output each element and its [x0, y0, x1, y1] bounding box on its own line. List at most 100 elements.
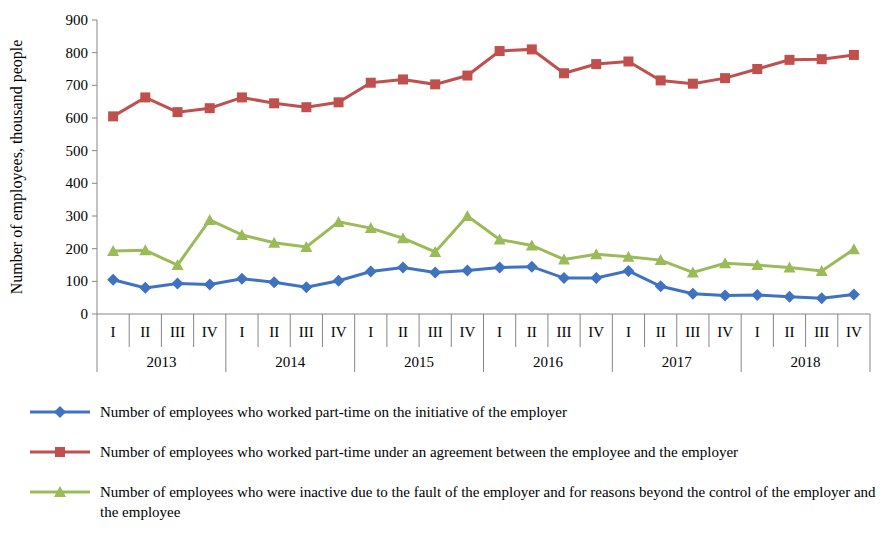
data-point — [558, 253, 570, 264]
x-tick-label: II — [140, 324, 150, 340]
data-point — [622, 251, 634, 262]
data-point — [687, 267, 699, 278]
legend-swatch — [28, 443, 92, 461]
legend-label: Number of employees who were inactive du… — [100, 482, 878, 522]
data-point — [366, 78, 376, 88]
data-point — [495, 46, 505, 56]
data-point — [429, 246, 441, 257]
x-tick-label: II — [269, 324, 279, 340]
y-tick — [92, 20, 97, 21]
data-point — [526, 261, 538, 273]
x-tick-label: IV — [331, 324, 347, 340]
category-separator — [129, 314, 130, 347]
data-point — [751, 259, 763, 270]
x-tick-label: II — [398, 324, 408, 340]
category-separator — [161, 314, 162, 347]
y-tick-label: 900 — [66, 12, 89, 28]
x-group-label: 2016 — [533, 354, 564, 370]
x-group-label: 2018 — [791, 354, 821, 370]
legend-swatch — [28, 403, 92, 421]
data-point — [237, 92, 247, 102]
y-tick — [92, 314, 97, 315]
data-point — [204, 214, 216, 225]
y-tick — [92, 216, 97, 217]
data-point — [430, 79, 440, 89]
y-tick — [92, 85, 97, 86]
legend: Number of employees who worked part-time… — [28, 402, 878, 541]
category-separator — [258, 314, 259, 347]
legend-marker — [54, 406, 66, 418]
x-tick-label: IV — [202, 324, 218, 340]
legend-entry: Number of employees who worked part-time… — [28, 442, 878, 462]
x-tick-label: II — [656, 324, 666, 340]
y-tick-label: 300 — [66, 208, 89, 224]
category-separator — [515, 314, 516, 347]
category-separator — [225, 314, 226, 372]
data-point — [849, 50, 859, 60]
data-point — [655, 280, 667, 292]
data-point — [173, 107, 183, 117]
data-point — [848, 243, 860, 254]
x-group-label: 2015 — [404, 354, 434, 370]
category-separator — [644, 314, 645, 347]
data-point — [300, 241, 312, 252]
y-tick-label: 400 — [66, 175, 89, 191]
x-tick-label: I — [111, 324, 116, 340]
x-tick-label: IV — [459, 324, 475, 340]
y-tick-label: 500 — [66, 143, 89, 159]
y-tick-label: 700 — [66, 77, 89, 93]
x-tick-label: I — [755, 324, 760, 340]
x-group-label: 2013 — [146, 354, 176, 370]
data-point — [751, 289, 763, 301]
x-tick-label: III — [557, 324, 572, 340]
category-separator — [676, 314, 677, 347]
data-point — [783, 262, 795, 273]
data-point — [268, 237, 280, 248]
category-separator — [547, 314, 548, 347]
data-point — [655, 254, 667, 265]
y-tick-label: 0 — [81, 306, 89, 322]
data-point — [816, 292, 828, 304]
y-axis-label: Number of employees, thousand people — [8, 40, 26, 295]
data-point — [205, 103, 215, 113]
x-tick-label: III — [299, 324, 314, 340]
x-tick-label: III — [814, 324, 829, 340]
x-group-label: 2014 — [275, 354, 306, 370]
category-separator — [97, 314, 98, 372]
x-tick-label: IV — [846, 324, 862, 340]
y-tick — [92, 183, 97, 184]
legend-label: Number of employees who worked part-time… — [100, 442, 738, 462]
category-separator — [354, 314, 355, 372]
data-point — [461, 265, 473, 277]
category-separator — [741, 314, 742, 372]
data-point — [461, 210, 473, 221]
data-point — [656, 75, 666, 85]
data-point — [365, 266, 377, 278]
data-point — [688, 79, 698, 89]
data-point — [107, 274, 119, 286]
chart: 0100200300400500600700800900Number of em… — [0, 0, 894, 400]
data-point — [494, 262, 506, 274]
data-point — [687, 288, 699, 300]
category-separator — [451, 314, 452, 347]
x-tick-label: II — [784, 324, 794, 340]
y-tick-label: 800 — [66, 45, 89, 61]
data-point — [300, 281, 312, 293]
y-tick-label: 600 — [66, 110, 89, 126]
series-line — [113, 216, 854, 273]
data-point — [365, 222, 377, 233]
data-point — [752, 64, 762, 74]
data-point — [397, 232, 409, 243]
data-point — [334, 97, 344, 107]
data-point — [268, 276, 280, 288]
category-separator — [837, 314, 838, 347]
data-point — [783, 291, 795, 303]
legend-label: Number of employees who worked part-time… — [100, 402, 567, 422]
data-point — [590, 248, 602, 259]
x-tick-label: I — [497, 324, 502, 340]
x-tick-label: I — [239, 324, 244, 340]
data-point — [559, 68, 569, 78]
data-point — [139, 282, 151, 294]
data-point — [527, 44, 537, 54]
y-tick — [92, 281, 97, 282]
